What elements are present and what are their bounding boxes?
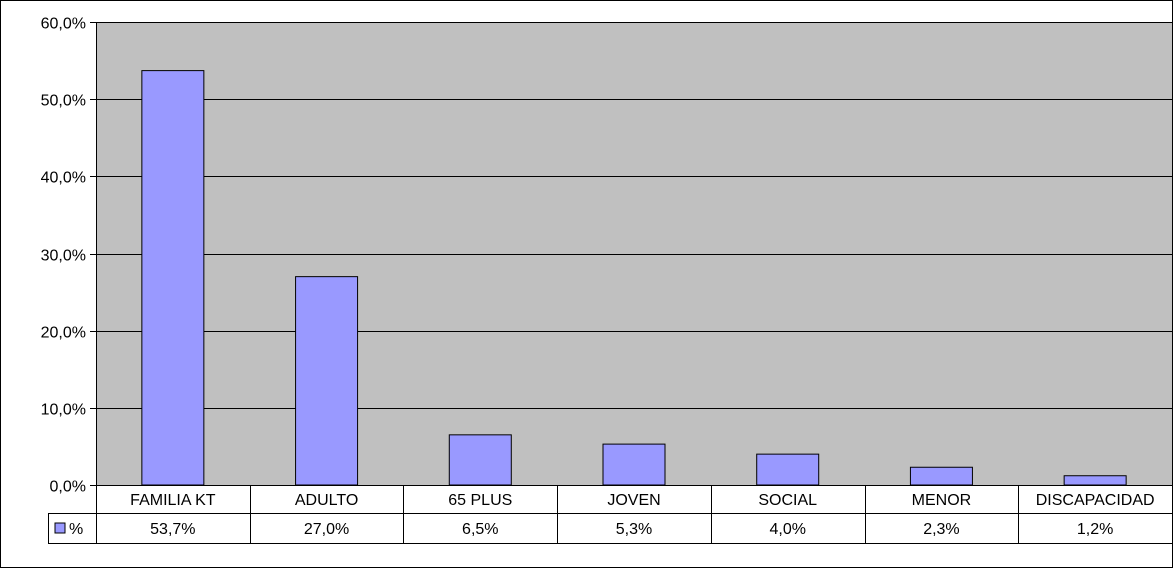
data-table-value: 5,3%	[616, 521, 652, 538]
y-tick-label: 60,0%	[41, 16, 86, 33]
x-category-label: 65 PLUS	[448, 492, 512, 509]
legend-series-label: %	[69, 521, 83, 538]
y-tick-label: 30,0%	[41, 248, 86, 265]
y-tick-label: 10,0%	[41, 402, 86, 419]
x-category-label: SOCIAL	[758, 492, 817, 509]
bar	[448, 434, 512, 486]
x-category-label: DISCAPACIDAD	[1036, 492, 1155, 509]
bar	[909, 466, 973, 486]
y-tick-label: 0,0%	[50, 479, 86, 496]
x-category-label: JOVEN	[607, 492, 660, 509]
bar	[756, 453, 820, 486]
y-tick-label: 50,0%	[41, 93, 86, 110]
data-table-value: 4,0%	[769, 521, 805, 538]
y-tick-label: 40,0%	[41, 170, 86, 187]
bar	[1063, 475, 1127, 486]
plot-area	[96, 22, 1172, 485]
x-category-label: FAMILIA KT	[130, 492, 216, 509]
x-category-label: MENOR	[912, 492, 972, 509]
data-table-value: 53,7%	[150, 521, 195, 538]
data-table-value: 1,2%	[1077, 521, 1113, 538]
bar	[602, 443, 666, 486]
x-category-label: ADULTO	[295, 492, 358, 509]
y-tick-label: 20,0%	[41, 325, 86, 342]
data-table-value: 27,0%	[304, 521, 349, 538]
data-table-value: 6,5%	[462, 521, 498, 538]
legend-key-swatch	[54, 522, 66, 534]
data-table-value: 2,3%	[923, 521, 959, 538]
bar	[141, 70, 205, 486]
bar	[295, 276, 359, 486]
